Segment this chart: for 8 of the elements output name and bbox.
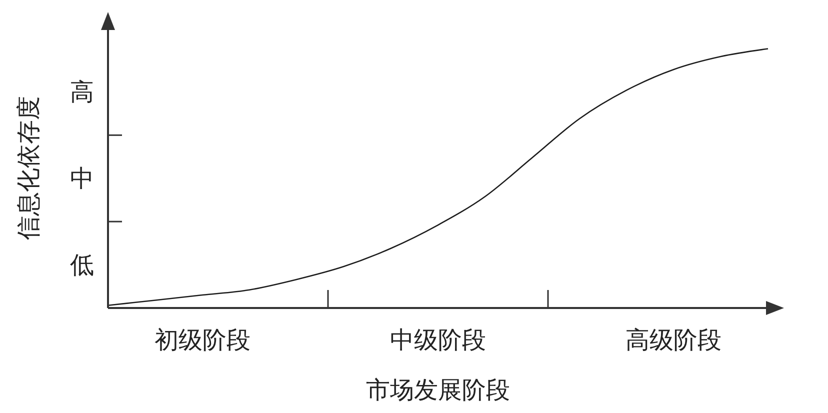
y-axis-title: 信息化依存度 bbox=[14, 96, 43, 240]
x-tick-label: 中级阶段 bbox=[390, 326, 486, 354]
x-tick-label: 初级阶段 bbox=[154, 326, 250, 354]
x-tick-label: 高级阶段 bbox=[626, 326, 722, 354]
text: 中 bbox=[70, 164, 94, 192]
x-axis-title: 市场发展阶段 bbox=[366, 376, 510, 404]
text: 高 bbox=[70, 78, 94, 106]
text: 低 bbox=[70, 250, 94, 279]
